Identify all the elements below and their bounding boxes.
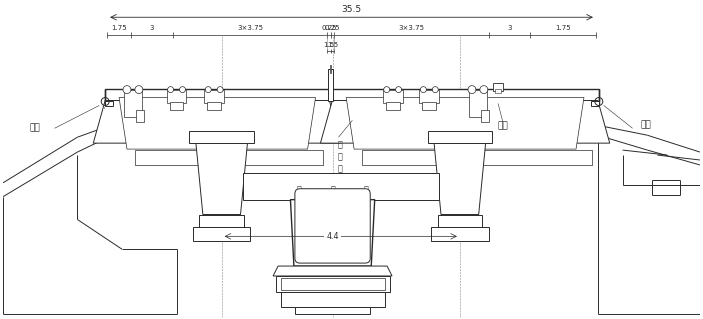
Text: 心: 心 [297,221,302,230]
Text: 水管: 水管 [30,124,40,133]
Circle shape [432,87,438,93]
Polygon shape [273,266,392,276]
Polygon shape [105,89,599,100]
Bar [330,65,331,73]
Text: 路: 路 [364,197,368,206]
Text: 1.5: 1.5 [327,42,338,48]
Text: 水管: 水管 [640,121,651,130]
Polygon shape [346,98,584,149]
Bar [135,150,323,165]
Bar [169,101,183,110]
Bar [386,101,399,110]
Polygon shape [93,100,341,143]
Bar [190,131,254,143]
Text: 4.4: 4.4 [326,232,339,241]
Circle shape [420,87,426,93]
Bar [200,214,244,227]
Bar [420,90,439,103]
Bar [493,83,503,91]
Polygon shape [290,200,375,266]
Polygon shape [434,143,486,214]
Bar [423,101,437,110]
Text: 3×3.75: 3×3.75 [237,25,263,31]
Bar [469,90,486,117]
Text: 线: 线 [297,233,302,242]
Text: 线: 线 [297,185,302,194]
Bar [276,276,389,292]
Text: 0.25: 0.25 [321,25,337,31]
Bar [280,278,385,290]
Bar [437,214,482,227]
Bar [167,90,186,103]
Polygon shape [196,143,247,214]
Text: 电缆: 电缆 [497,122,508,131]
Polygon shape [321,100,610,143]
Text: 线: 线 [330,197,335,206]
Circle shape [217,87,223,93]
Text: 线: 线 [364,233,368,242]
Text: 1.75: 1.75 [555,25,571,31]
Bar [280,292,385,307]
FancyBboxPatch shape [295,189,370,263]
Polygon shape [328,69,333,100]
Text: 梁: 梁 [337,152,342,161]
Circle shape [468,85,476,93]
Circle shape [384,87,389,93]
Bar [136,110,144,122]
Text: 中: 中 [364,209,368,218]
Text: 路: 路 [297,197,302,206]
Circle shape [396,87,401,93]
Text: 中: 中 [337,164,342,174]
Bar [193,227,250,241]
Bar [207,101,221,110]
Polygon shape [591,100,599,107]
Bar [295,307,370,314]
Bar [382,90,403,103]
Circle shape [480,85,488,93]
Bar [362,150,592,165]
Text: 0.25: 0.25 [325,25,340,31]
Bar [481,110,489,122]
Text: 3: 3 [508,25,512,31]
Text: 心: 心 [330,185,335,194]
Text: 心: 心 [364,221,368,230]
Text: 3: 3 [150,25,154,31]
Text: 1.75: 1.75 [111,25,127,31]
Bar [495,89,501,93]
Circle shape [123,85,131,93]
Polygon shape [119,98,316,149]
Bar [243,173,439,200]
Bar [427,131,492,143]
Bar [124,90,142,117]
Circle shape [167,87,174,93]
Bar [431,227,489,241]
Text: 线: 线 [364,185,368,194]
Text: 桥: 桥 [337,141,342,150]
Text: 3×3.75: 3×3.75 [399,25,425,31]
Circle shape [179,87,186,93]
Bar [205,90,224,103]
Circle shape [205,87,211,93]
Text: 35.5: 35.5 [342,5,361,14]
Text: 1.5: 1.5 [323,42,335,48]
Polygon shape [105,100,113,107]
Text: 中: 中 [297,209,302,218]
Circle shape [135,85,143,93]
